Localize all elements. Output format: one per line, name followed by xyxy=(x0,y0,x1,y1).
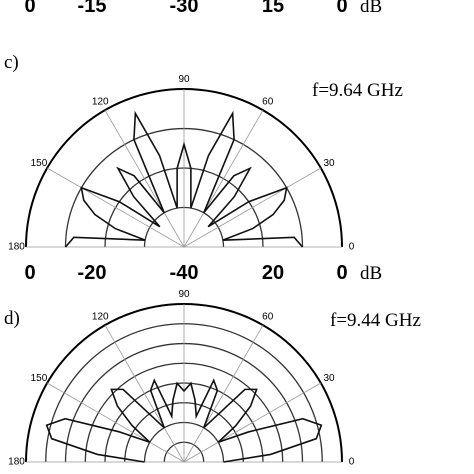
angle-label: 30 xyxy=(323,158,335,169)
axis-tick-label: -40 xyxy=(170,262,199,284)
angle-label: 90 xyxy=(178,289,190,300)
angle-label: 120 xyxy=(92,97,109,108)
spoke xyxy=(46,167,185,248)
axis-tick-label: 0 xyxy=(336,262,347,284)
axis-tick-label: 20 xyxy=(262,262,284,284)
axis-tick-label: 0 xyxy=(24,262,35,284)
angle-label: 0 xyxy=(349,457,355,468)
angle-label: 60 xyxy=(262,97,274,108)
angle-label: 30 xyxy=(323,373,335,384)
angle-label: 120 xyxy=(92,312,109,323)
angle-label: 180 xyxy=(8,457,25,468)
angle-label: 90 xyxy=(178,74,190,85)
angle-label: 150 xyxy=(31,158,48,169)
unit-label: dB xyxy=(360,0,382,17)
axis-tick-label: 0 xyxy=(24,0,35,17)
pattern xyxy=(45,378,323,463)
angle-label: 180 xyxy=(8,242,25,253)
pattern xyxy=(64,110,304,248)
spoke xyxy=(183,167,322,248)
axis-tick-label: 0 xyxy=(336,0,347,17)
axis-tick-label: -30 xyxy=(170,0,199,17)
spoke xyxy=(183,109,264,248)
angle-label: 60 xyxy=(262,312,274,323)
axis-tick-label: -15 xyxy=(78,0,107,17)
spoke xyxy=(104,109,185,248)
axis-tick-label: 15 xyxy=(262,0,284,17)
axis-tick-label: -20 xyxy=(78,262,107,284)
spoke xyxy=(46,382,185,463)
frequency-label: f=9.64 GHz xyxy=(312,80,403,101)
spoke xyxy=(104,324,185,463)
unit-label: dB xyxy=(360,263,382,284)
spoke xyxy=(183,324,264,463)
panel-label: c) xyxy=(4,52,19,73)
spoke xyxy=(183,382,322,463)
angle-label: 150 xyxy=(31,373,48,384)
angle-label: 0 xyxy=(349,242,355,253)
frequency-label: f=9.44 GHz xyxy=(330,310,421,331)
panel-label: d) xyxy=(4,308,20,329)
